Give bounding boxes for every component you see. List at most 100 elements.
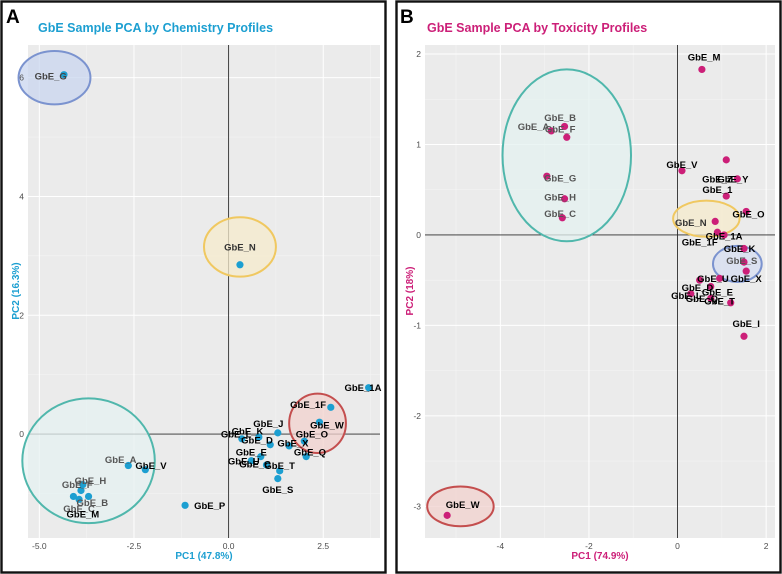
panel-b-data-point xyxy=(733,175,741,183)
panel-a-y-axis-title: PC2 (16.3%) xyxy=(11,262,22,319)
panel-a-y-tick-label: 6 xyxy=(19,73,24,83)
panel-a-data-point xyxy=(79,480,87,489)
panel-a-x-tick-label: 0.0 xyxy=(223,541,235,551)
panel-b-point-label: GbE_1F xyxy=(682,238,718,249)
panel-b-letter: B xyxy=(400,7,414,28)
panel-a-point-label: GbE_V xyxy=(135,461,167,472)
panel-b-data-point xyxy=(740,244,748,253)
panel-b-point-label: GbE_V xyxy=(666,160,698,171)
panel-a-data-point xyxy=(247,457,255,465)
panel-a-border xyxy=(0,0,387,574)
panel-b-border xyxy=(395,0,782,574)
panel-b-data-point xyxy=(707,294,715,302)
panel-b-data-point xyxy=(560,122,569,131)
panel-a-y-tick-label: 2 xyxy=(19,310,24,320)
panel-a: A GbE Sample PCA by Chemistry Profiles G… xyxy=(0,0,387,574)
panel-a-data-point xyxy=(60,71,68,79)
panel-b-point-label: GbE_M xyxy=(688,52,721,63)
panel-a-y-tick-label: 0 xyxy=(19,429,24,439)
panel-b-x-tick-label: -2 xyxy=(585,541,593,551)
panel-b-data-point xyxy=(722,192,730,200)
panel-b-title: GbE Sample PCA by Toxicity Profiles xyxy=(427,21,647,35)
panel-a-points xyxy=(60,71,373,509)
panel-a-point-labels: GbE_GGbE_NGbE_1AGbE_1FGbE_WGbE_JGbE_KGbE… xyxy=(35,71,382,520)
panel-b-y-tick-label: 1 xyxy=(416,140,421,150)
panel-b-data-point xyxy=(727,299,735,307)
panel-b-data-point xyxy=(563,133,571,141)
panel-a-point-label: GbE_X xyxy=(277,438,309,449)
panel-a-title: GbE Sample PCA by Chemistry Profiles xyxy=(38,21,273,35)
panel-a-ellipses xyxy=(17,49,347,525)
panel-a-ellipse-N xyxy=(203,216,277,278)
panel-a-x-tick-label: 2.5 xyxy=(317,541,329,551)
panel-a-x-tick-label: -2.5 xyxy=(127,541,142,551)
panel-a-data-point xyxy=(77,486,85,495)
panel-a-data-point xyxy=(124,461,132,470)
panel-b-point-label: GbE_A xyxy=(518,122,550,133)
panel-a-data-point xyxy=(365,384,373,392)
panel-a-point-label: GbE_E xyxy=(236,447,267,458)
panel-a-point-label: GbE_U xyxy=(228,456,260,467)
panel-a-point-label: GbE_1F xyxy=(290,400,326,411)
panel-b-point-label: GbE_1 xyxy=(702,185,733,196)
panel-b-data-point xyxy=(543,172,551,180)
panel-a-point-label: GbE_H xyxy=(75,476,107,487)
panel-a-point-label: GbE_G xyxy=(35,71,67,82)
panel-b-ellipse-cluster2 xyxy=(711,244,763,284)
panel-b-data-point xyxy=(713,228,722,236)
panel-b-data-point xyxy=(707,282,715,291)
panel-a-data-point xyxy=(257,453,265,461)
panel-a-point-label: GbE_1A xyxy=(344,383,381,394)
panel-a-data-point xyxy=(274,429,282,437)
panel-b-point-label: GbE_Z xyxy=(702,174,733,185)
panel-b-x-tick-label: 2 xyxy=(764,541,769,551)
panel-b-point-label: GbE_S xyxy=(726,256,757,267)
panel-b-point-label: GbE_Y xyxy=(717,174,749,185)
panel-a-x-tick-label: -5.0 xyxy=(32,541,47,551)
panel-a-point-label: GbE_T xyxy=(264,461,295,472)
panel-a-point-label: GbE_K xyxy=(232,427,264,438)
panel-a-data-point xyxy=(84,492,93,501)
panel-b-point-label: GbE_H xyxy=(544,192,576,203)
panel-b-point-label: GbE_G xyxy=(544,173,576,184)
panel-a-ticks: -5.0 -2.5 0.0 2.5 0 2 4 6 xyxy=(19,73,329,551)
panel-b-y-tick-label: -1 xyxy=(413,320,421,330)
panel-b-data-point xyxy=(678,167,686,175)
panel-a-data-point xyxy=(266,441,274,449)
panel-b-ticks: -4 -2 0 2 -3 -2 -1 0 1 2 xyxy=(413,49,768,551)
panel-b-point-label: GbE_W xyxy=(446,500,480,511)
panel-a-x-axis-title: PC1 (47.8%) xyxy=(175,551,232,562)
panel-a-point-label: GbE_J xyxy=(253,419,283,430)
panel-b-data-point xyxy=(696,276,704,284)
panel-b-ellipse-cluster xyxy=(501,68,633,243)
panel-a-data-point xyxy=(255,433,263,441)
panel-b-points xyxy=(443,65,750,519)
panel-b-point-label: GbE_I xyxy=(732,319,759,330)
panel-a-point-label: GbE_C xyxy=(239,459,271,470)
panel-b-data-point xyxy=(720,231,728,239)
panel-a-data-point xyxy=(262,461,271,469)
panel-a-point-label: GbE_W xyxy=(310,421,344,432)
panel-b-data-point xyxy=(740,258,748,266)
panel-b-ellipse-N xyxy=(672,199,741,238)
panel-a-point-label: GbE_B xyxy=(77,498,109,509)
panel-a-point-label: GbE_S xyxy=(262,485,293,496)
panel-a-point-label: GbE_F xyxy=(62,480,93,491)
panel-b-point-label: GbE_U xyxy=(697,274,729,285)
panel-b: B GbE Sample PCA by Toxicity Profiles Gb… xyxy=(395,0,782,574)
panel-b-point-label: GbE_L xyxy=(671,291,702,302)
panel-b-data-point xyxy=(742,267,750,275)
panel-a-data-point xyxy=(274,475,282,483)
panel-b-y-axis-title: PC2 (18%) xyxy=(405,267,416,316)
panel-a-data-point xyxy=(285,442,293,450)
panel-b-point-label: GbE_D xyxy=(682,283,714,294)
panel-b-y-tick-label: -2 xyxy=(413,411,421,421)
panel-b-point-label: GbE_N xyxy=(675,218,707,229)
panel-a-data-point xyxy=(141,466,149,474)
panel-b-point-label: GbE_1A xyxy=(706,231,743,242)
panel-a-data-point xyxy=(236,261,244,269)
panel-a-point-label: GbE_A xyxy=(105,455,137,466)
panel-a-data-point xyxy=(238,435,246,443)
